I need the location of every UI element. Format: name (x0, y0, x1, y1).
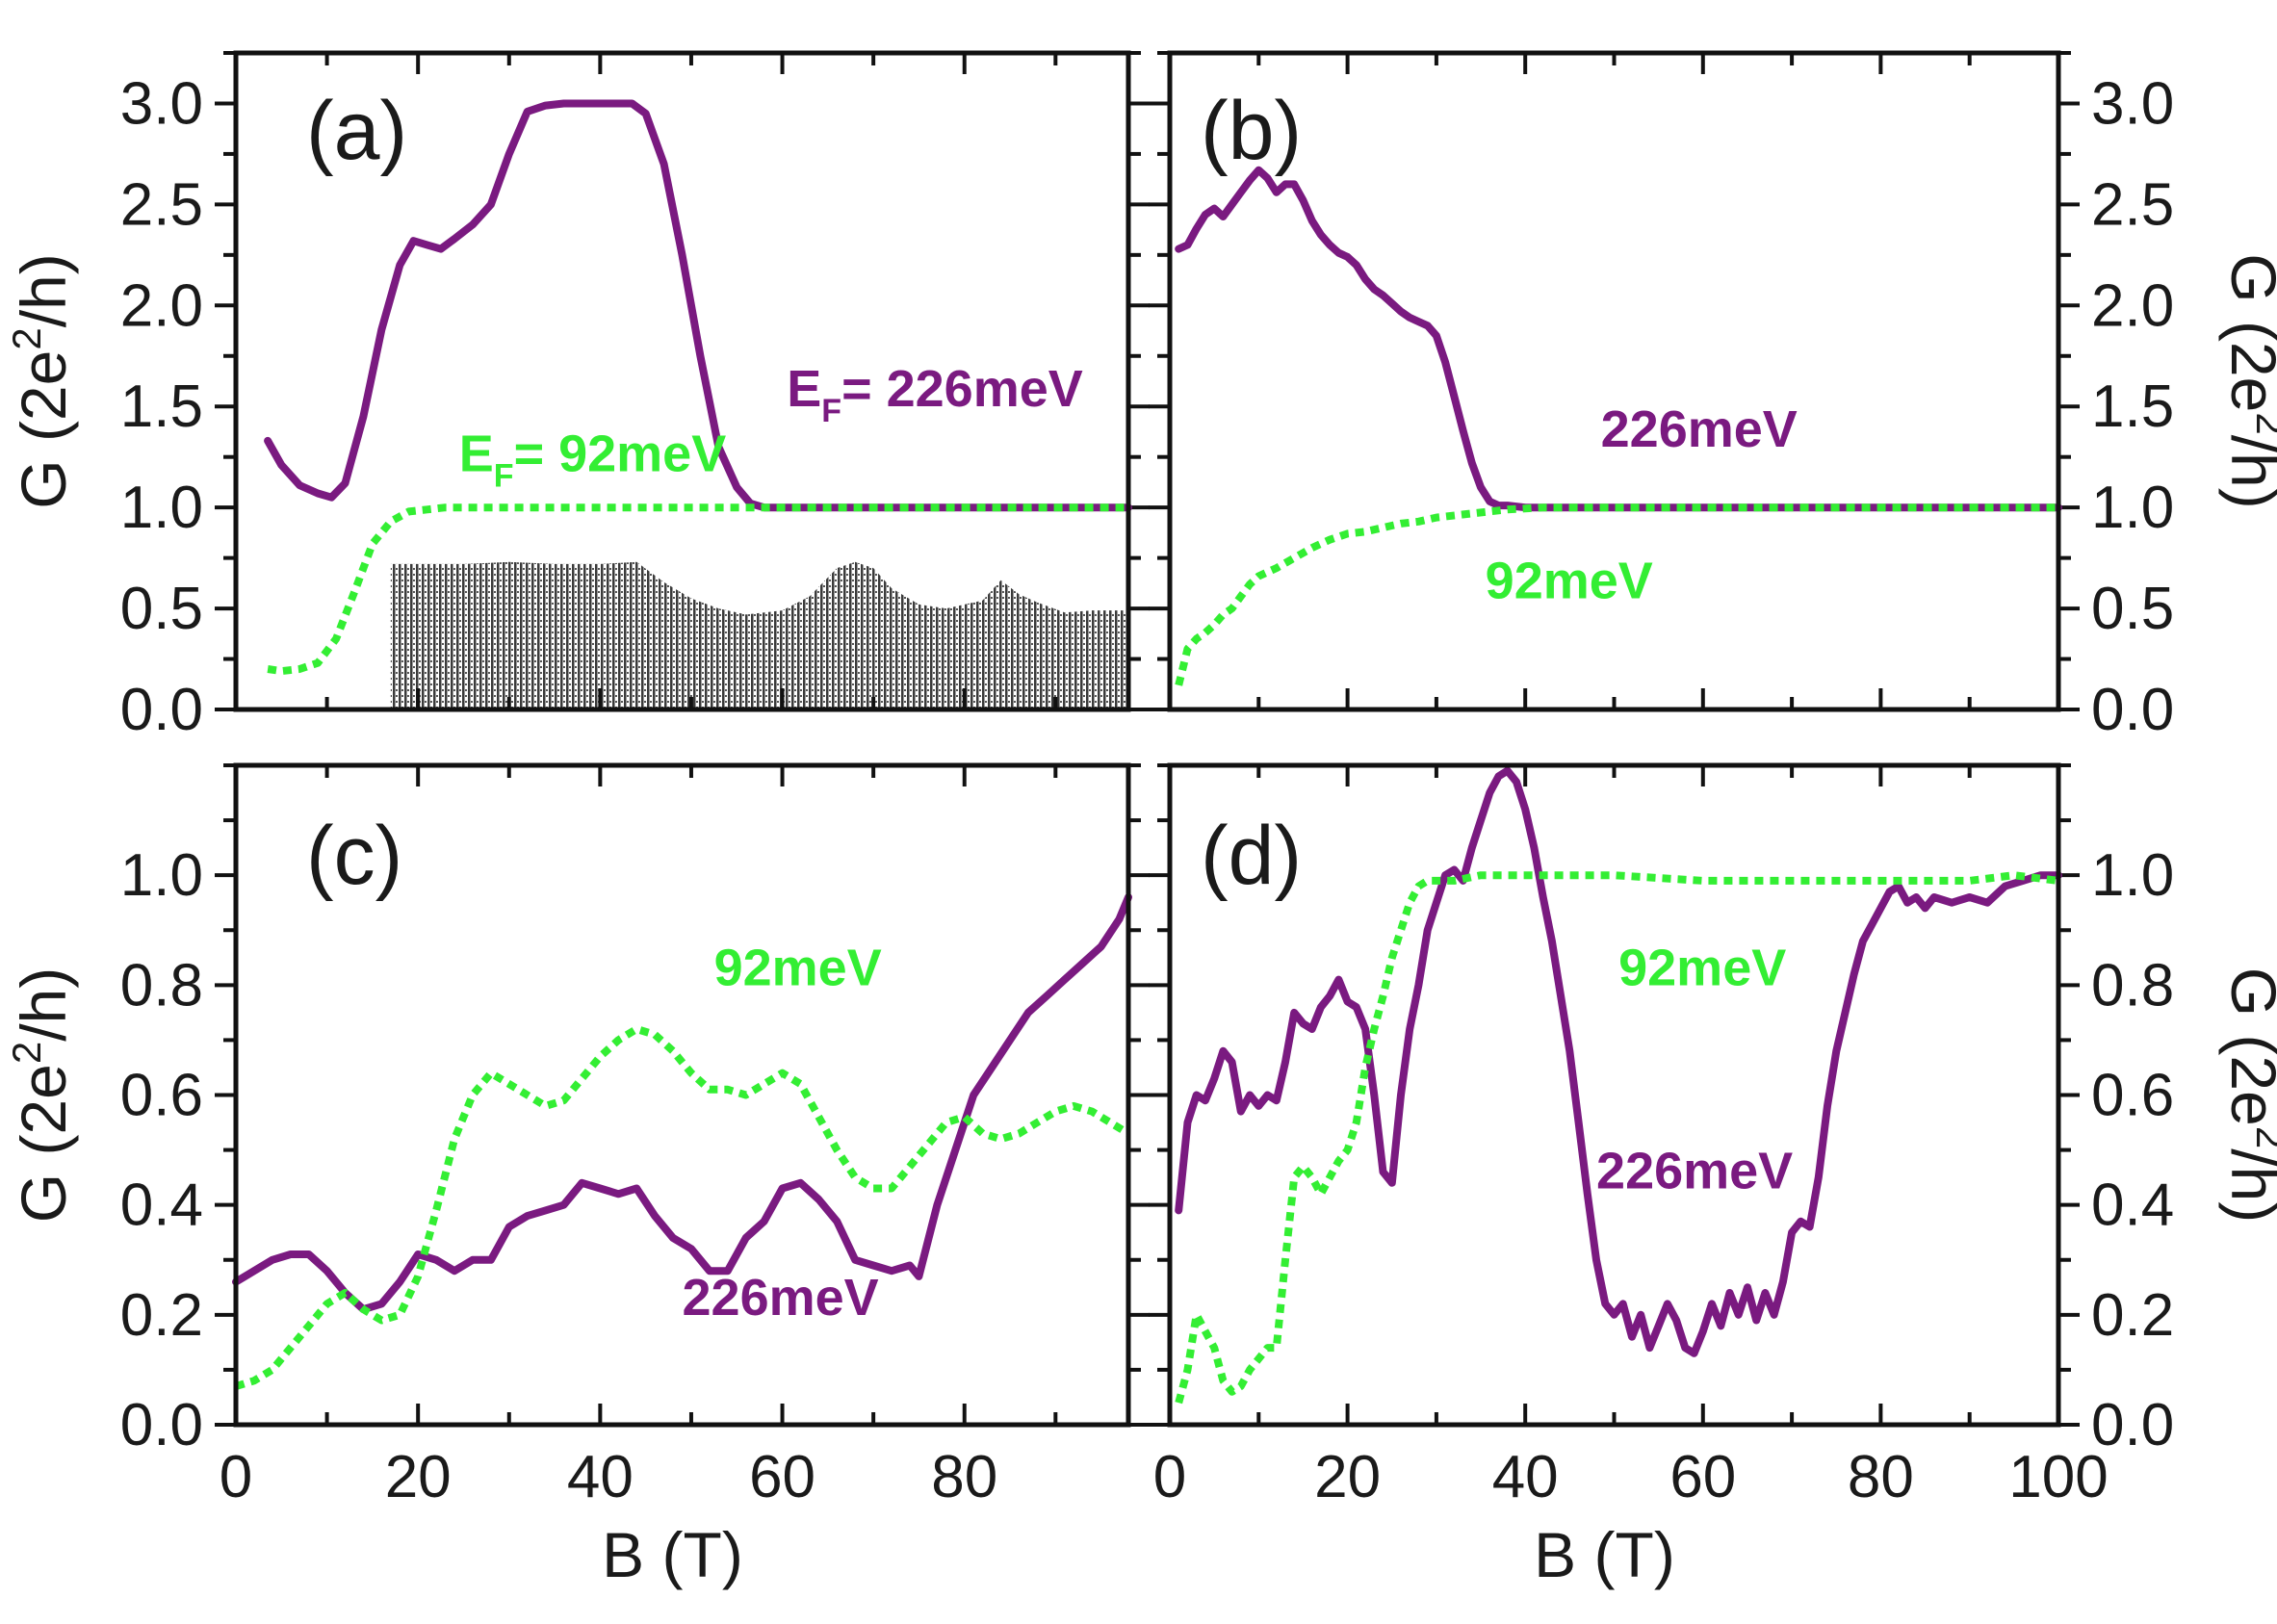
y-tick-label: 3.0 (2091, 70, 2174, 137)
panel-label: (a) (306, 85, 407, 177)
y-tick-label: 3.0 (120, 70, 203, 137)
y-tick-label: 0.8 (2091, 952, 2174, 1018)
x-tick-label: 0 (1153, 1444, 1186, 1510)
y-tick-label: 0.4 (2091, 1173, 2174, 1239)
panel-c: 0.0 0.2 0.4 0.6 0.8 1.0 0 20 40 60 80 B (T) G (2e2/h… (4, 762, 1150, 1590)
y-tick-label: 0.5 (120, 576, 203, 642)
y-axis-title: G (2e2/h) (2218, 967, 2277, 1223)
x-tick-label: 20 (1314, 1444, 1381, 1510)
y-tick-label: 0.6 (2091, 1063, 2174, 1129)
annotation-label: 226meV (1596, 1143, 1793, 1200)
panels-group: 0.0 0.5 1.0 1.5 2.0 2.5 3.0 G (2e2/h) (a) EF= 226… (4, 50, 2277, 1590)
panel-a: 0.0 0.5 1.0 1.5 2.0 2.5 3.0 G (2e2/h) (a) EF= 226… (4, 50, 1150, 743)
y-axis-title: G (2e2/h) (2218, 253, 2277, 508)
series-line-226meV (1175, 166, 2062, 512)
annotation-label: 226meV (1601, 400, 1798, 458)
y-tick-label: 2.0 (2091, 272, 2174, 339)
y-tick-label: 1.0 (120, 475, 203, 541)
x-tick-label: 60 (749, 1444, 815, 1510)
y-tick-label: 1.0 (120, 842, 203, 909)
x-tick-label: 80 (931, 1444, 997, 1510)
series-line-92meV (1175, 871, 2059, 1405)
x-tick-label: 100 (2008, 1444, 2108, 1510)
y-tick-label: 0.0 (120, 677, 203, 743)
y-tick-label: 0.0 (2091, 677, 2174, 743)
panel-b: 0.0 0.5 1.0 1.5 2.0 2.5 3.0 G (2e2/h) (b) 226meV 9… (1149, 50, 2277, 743)
series-line-92meV (234, 1025, 1131, 1390)
annotation-label: 92meV (1486, 553, 1653, 610)
x-tick-label: 40 (567, 1444, 634, 1510)
series-line-226meV (232, 893, 1132, 1314)
y-axis-title: G (2e2/h) (4, 967, 79, 1223)
y-tick-label: 0.0 (120, 1392, 203, 1458)
x-tick-label: 40 (1492, 1444, 1559, 1510)
y-tick-label: 2.0 (120, 272, 203, 339)
annotation-label: EF= 92meV (459, 425, 726, 494)
y-tick-label: 0.0 (2091, 1392, 2174, 1458)
panel-label: (d) (1201, 810, 1302, 902)
plot-frame (1167, 762, 2061, 1428)
panel-d: 0.0 0.2 0.4 0.6 0.8 1.0 0 20 40 60 80 100 B (T) G (2e… (1149, 762, 2277, 1590)
plot-frame (1167, 50, 2061, 712)
plot-frame (233, 762, 1131, 1428)
x-axis-title: B (T) (1534, 1519, 1675, 1590)
annotation-label: 92meV (1618, 939, 1786, 996)
y-tick-label: 1.0 (2091, 475, 2174, 541)
y-axis-title: G (2e2/h) (4, 253, 79, 508)
plot-frame (233, 50, 1131, 712)
y-tick-label: 0.4 (120, 1173, 203, 1239)
x-tick-label: 0 (220, 1444, 252, 1510)
annotation-label: 92meV (714, 939, 882, 996)
x-axis-title: B (T) (602, 1519, 743, 1590)
y-tick-label: 0.5 (2091, 576, 2174, 642)
y-tick-label: 0.2 (120, 1282, 203, 1349)
y-tick-label: 0.2 (2091, 1282, 2174, 1349)
annotation-label: 226meV (683, 1269, 879, 1327)
series-line-92meV (267, 503, 1128, 676)
panel-label: (b) (1201, 85, 1302, 177)
annotation-label: EF= 226meV (787, 360, 1083, 429)
shaded-region (390, 561, 1128, 709)
y-tick-label: 1.5 (120, 374, 203, 440)
y-tick-label: 0.6 (120, 1063, 203, 1129)
series-line-226meV (1175, 766, 2062, 1357)
y-tick-label: 0.8 (120, 952, 203, 1018)
y-tick-label: 2.5 (120, 171, 203, 238)
y-tick-label: 1.5 (2091, 374, 2174, 440)
x-tick-label: 60 (1669, 1444, 1736, 1510)
x-tick-label: 20 (385, 1444, 452, 1510)
y-tick-label: 1.0 (2091, 842, 2174, 909)
panel-label: (c) (306, 810, 402, 902)
series-line-92meV (1175, 503, 2058, 686)
x-tick-label: 80 (1848, 1444, 1914, 1510)
y-tick-label: 2.5 (2091, 171, 2174, 238)
